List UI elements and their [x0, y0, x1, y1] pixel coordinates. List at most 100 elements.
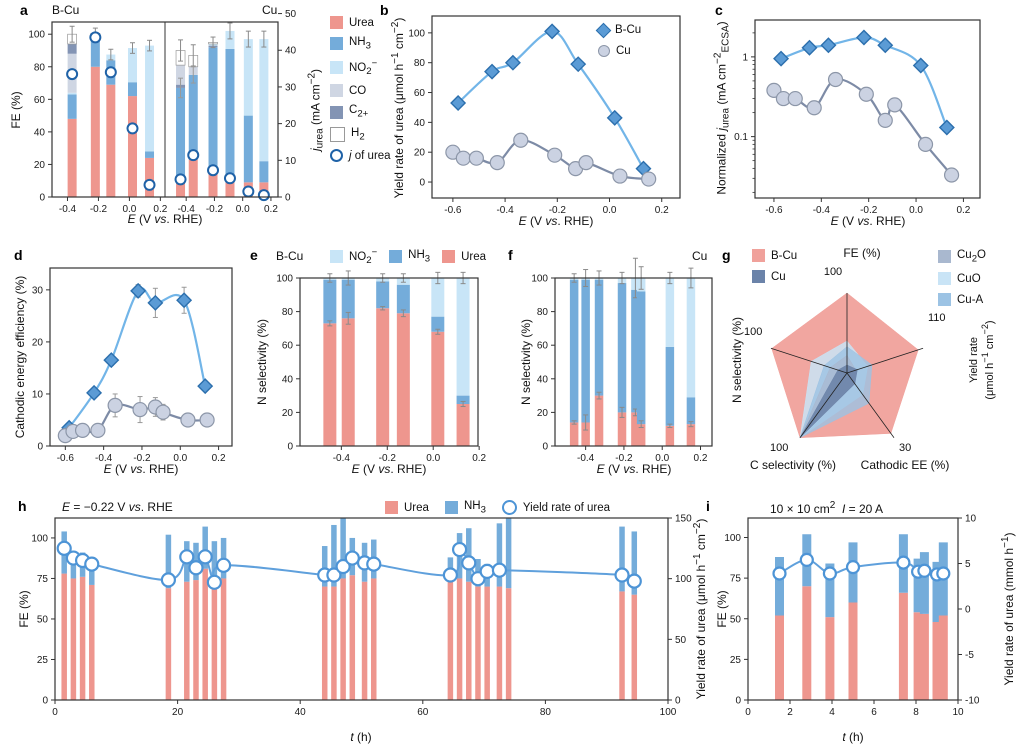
tick-label: 0 [675, 696, 681, 707]
bar-segment-no2 [127, 48, 137, 83]
open-circle-marker [772, 566, 787, 581]
diamond-marker [801, 39, 818, 56]
open-circle-marker [257, 189, 270, 202]
tick-label: 0.2 [655, 205, 669, 216]
panel-h-title: E = −0.22 V vs. RHE [62, 500, 173, 514]
bar-segment-urea [775, 615, 784, 700]
tick-label: 0.0 [909, 205, 923, 216]
legend-item-no2: NO2− [330, 247, 377, 266]
no2-swatch [330, 250, 343, 264]
open-circle-marker [207, 164, 220, 177]
bar-segment-nh3 [619, 526, 625, 592]
bar-segment-nh3 [340, 518, 346, 579]
tick-label: 20 [172, 707, 184, 718]
tick-label: 10 [952, 707, 964, 718]
legend-label: NH3 [349, 36, 371, 52]
legend-item-bcu: B-Cu [752, 249, 797, 262]
diamond-marker [450, 94, 467, 111]
nh3-swatch [389, 250, 403, 264]
bar-segment-urea [431, 331, 445, 446]
tick-label: 60 [34, 95, 46, 106]
radar-spoke [799, 372, 848, 438]
open-circle-marker [215, 557, 232, 573]
tick-label: 150 [675, 514, 692, 525]
diamond-marker [130, 282, 147, 299]
diamond-marker [820, 37, 837, 54]
bar-segment-urea [619, 591, 625, 700]
urea-swatch [442, 250, 456, 264]
radar-axis-ee: Cathodic EE (%) [860, 458, 950, 472]
legend-item-urea: Urea [330, 16, 391, 29]
bar-segment-nh3 [396, 284, 410, 314]
tick-label: 50 [37, 614, 49, 625]
bar-segment-urea [898, 592, 908, 700]
open-circle-marker [326, 567, 342, 583]
bar-segment-nh3 [569, 279, 579, 423]
bar-segment-urea [188, 159, 198, 197]
bar-segment-nh3 [145, 151, 155, 158]
bar-segment-nh3 [323, 279, 337, 324]
tick-label: 0.1 [734, 132, 748, 143]
bar-segment-urea [631, 412, 640, 446]
bar-segment-urea [145, 157, 155, 197]
diamond-marker [773, 50, 790, 67]
open-circle-marker [89, 31, 102, 44]
radar-max-fe: 100 [823, 266, 843, 278]
bar-segment-no2 [225, 30, 235, 49]
bar-segment-nh3 [913, 558, 923, 613]
tick-label: -0.4 [577, 453, 595, 464]
tick-label: 80 [540, 707, 552, 718]
circle-marker [858, 86, 874, 102]
tick-label: 0 [287, 442, 293, 453]
cua-swatch [938, 293, 951, 307]
bar-segment-urea [456, 404, 470, 446]
legend-label: Cu2O [957, 249, 986, 265]
tick-label: 50 [730, 614, 742, 625]
tick-label: 8 [913, 707, 919, 718]
tick-label: -0.6 [57, 453, 75, 464]
panel-c-xlabel: E (V vs. RHE) [830, 214, 906, 228]
legend-item-nh3: NH3 [444, 500, 486, 515]
radar-polygon-Cu [799, 364, 858, 438]
tick-label: 40 [537, 374, 549, 385]
panel-b-legend: B-Cu Cu [595, 22, 642, 57]
tick-label: -0.2 [615, 453, 633, 464]
bar-segment-nh3 [617, 283, 627, 413]
radar-spoke [846, 347, 924, 374]
circle-marker [455, 150, 471, 166]
legend-label: B-Cu [615, 24, 642, 36]
bar-segment-no2 [145, 45, 155, 152]
panel-h-xlabel: t (h) [350, 730, 372, 744]
bar-segment-nh3 [932, 561, 942, 622]
radar-spoke [846, 372, 895, 438]
legend-label: NO2− [349, 247, 378, 267]
panel-letter-i: i [706, 498, 710, 514]
bar-segment-nh3 [496, 523, 503, 587]
urea-swatch [385, 501, 398, 515]
bar-segment-urea [225, 175, 235, 197]
tick-label: 20 [414, 148, 426, 159]
bar-segment-nh3 [165, 534, 172, 589]
panel-d-ylabel: Cathodic energy efficiency (%) [13, 275, 27, 439]
tick-label: -0.4 [59, 204, 77, 215]
tick-label: 0.2 [956, 205, 970, 216]
tick-label: 10 [32, 389, 44, 400]
nh3-swatch [444, 501, 458, 515]
legend-label: Cu [616, 45, 631, 57]
legend-label: H2 [351, 126, 365, 143]
tick-label: 0 [542, 442, 548, 453]
diamond-marker [86, 384, 103, 401]
tick-label: 20 [537, 408, 549, 419]
tick-label: 0 [37, 442, 43, 453]
tick-label: 0 [285, 193, 291, 204]
bar-segment-urea [932, 622, 942, 700]
panel-letter-h: h [18, 498, 27, 514]
tick-label: -5 [965, 650, 974, 661]
bar-segment-nh3 [686, 397, 696, 425]
tick-label: -10 [965, 696, 980, 707]
tick-label: 0.2 [212, 453, 226, 464]
circle-marker [917, 136, 934, 152]
radar-axis-nsel: N selectivity (%) [730, 316, 744, 404]
tick-label: 0 [39, 193, 45, 204]
